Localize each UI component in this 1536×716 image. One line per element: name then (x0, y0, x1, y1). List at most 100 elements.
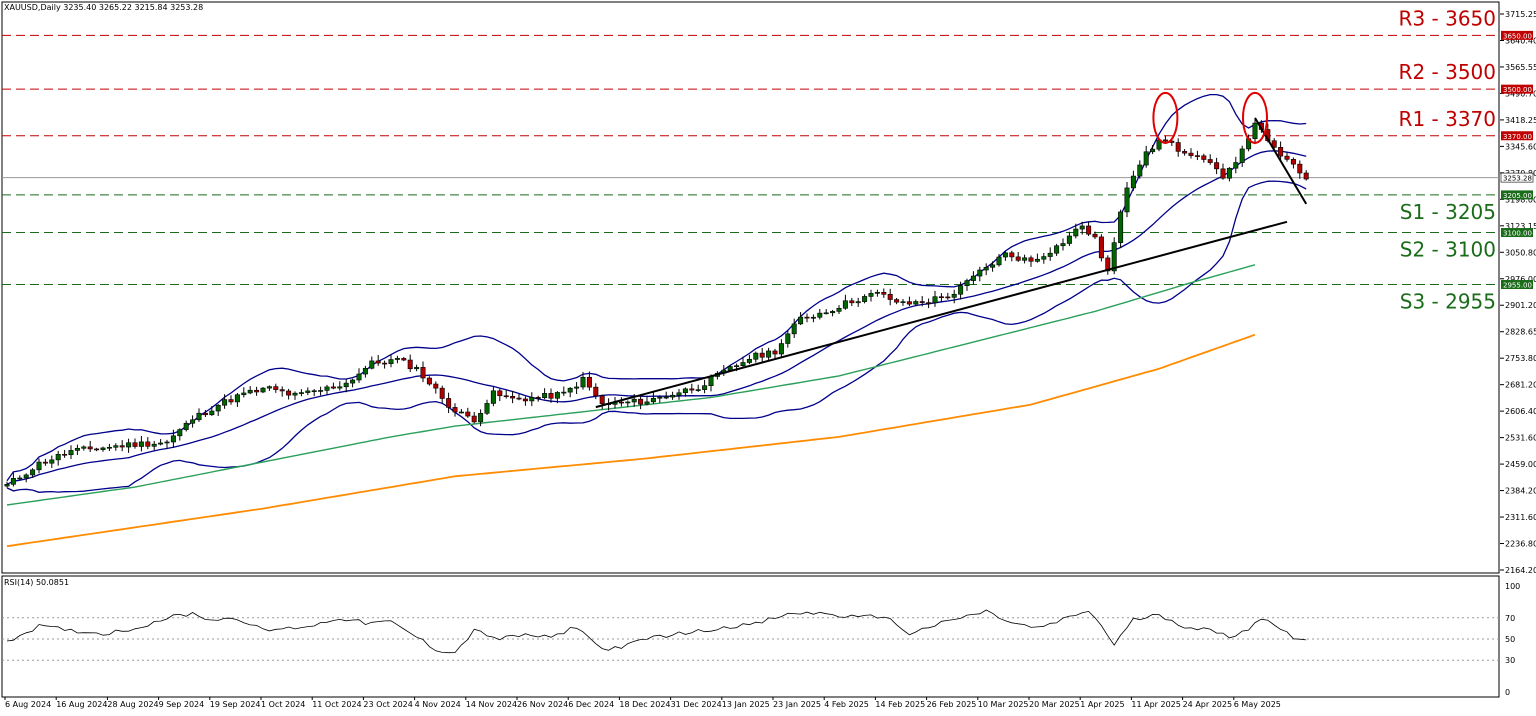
candle-body (727, 366, 733, 371)
candle-body (657, 396, 663, 399)
candle-body (484, 403, 490, 414)
candle-body (1271, 140, 1277, 148)
rsi-tick-label: 0 (1505, 688, 1510, 697)
candle-body (1060, 243, 1066, 247)
candle-body (503, 395, 509, 398)
candle-body (1073, 228, 1079, 237)
x-axis-label: 11 Oct 2024 (312, 700, 361, 709)
candle-body (1233, 162, 1239, 169)
candle-body (407, 359, 413, 370)
level-label: R2 - 3500 (1399, 60, 1496, 84)
candle-body (119, 445, 125, 448)
candle-body (401, 358, 407, 361)
candle-body (1015, 256, 1021, 261)
candle-body (1226, 167, 1232, 179)
candle-body (830, 311, 836, 314)
price-tick-label: 3198.00 (1505, 195, 1536, 204)
price-tick-label: 2901.20 (1505, 301, 1536, 310)
candle-body (375, 360, 381, 364)
candle-body (849, 300, 855, 304)
candle-body (983, 267, 989, 271)
candle-body (1194, 155, 1200, 157)
level-price-tag (1501, 228, 1533, 238)
candle-body (913, 301, 919, 305)
candle-body (778, 343, 784, 355)
price-tick-label: 3345.60 (1505, 142, 1536, 151)
candle-body (286, 390, 292, 396)
x-axis-label: 20 Mar 2025 (1029, 700, 1080, 709)
candles-group (4, 118, 1309, 488)
price-tick-label: 2459.00 (1505, 460, 1536, 469)
price-tick-label: 2828.65 (1505, 328, 1536, 337)
candle-body (932, 296, 938, 304)
candle-body (868, 293, 874, 297)
price-tick-label: 2311.60 (1505, 513, 1536, 522)
x-axis-label: 18 Dec 2024 (619, 700, 670, 709)
candle-body (1303, 172, 1309, 180)
candle-body (817, 312, 823, 318)
candle-body (618, 401, 624, 404)
x-axis-label: 23 Oct 2024 (363, 700, 412, 709)
candle-body (55, 453, 61, 461)
candle-body (836, 307, 842, 312)
uptrend-line (595, 220, 1288, 409)
candle-body (676, 392, 682, 396)
candle-body (1079, 225, 1085, 230)
x-axis-label: 14 Nov 2024 (466, 700, 517, 709)
candle-body (126, 442, 132, 448)
candle-body (420, 367, 426, 379)
rsi-tick-label: 50 (1505, 635, 1515, 644)
candle-body (670, 394, 676, 398)
candle-body (1214, 162, 1220, 170)
candle-body (234, 394, 240, 403)
candle-body (1098, 236, 1104, 259)
candle-body (1175, 142, 1181, 152)
level-price-tag-text: 3500.00 (1503, 86, 1532, 94)
candle-body (810, 316, 816, 319)
candle-body (567, 387, 573, 393)
price-tick-label: 2236.80 (1505, 540, 1536, 549)
candle-body (970, 275, 976, 281)
price-tick-label: 2606.40 (1505, 407, 1536, 416)
candle-body (183, 422, 189, 430)
candle-body (1054, 245, 1060, 254)
x-axis-label: 6 Aug 2024 (5, 700, 51, 709)
candle-body (1182, 151, 1188, 154)
candle-body (1009, 252, 1015, 258)
candle-body (625, 401, 631, 404)
candle-body (823, 312, 829, 315)
x-axis-label: 16 Aug 2024 (56, 700, 107, 709)
candle-body (471, 415, 477, 423)
candle-body (1297, 163, 1303, 174)
candle-body (510, 395, 516, 399)
candle-body (388, 359, 394, 364)
level-price-tag (1501, 30, 1533, 40)
current-price-tag (1500, 172, 1534, 183)
x-axis-label: 26 Nov 2024 (517, 700, 568, 709)
candle-body (855, 301, 861, 304)
price-tick-label: 2384.20 (1505, 487, 1536, 496)
x-axis-label: 6 Dec 2024 (568, 700, 614, 709)
candle-body (554, 392, 560, 399)
price-tick-label: 2681.20 (1505, 381, 1536, 390)
candle-body (689, 388, 695, 391)
x-axis-label: 6 May 2025 (1234, 700, 1281, 709)
candle-body (439, 387, 445, 399)
level-label: R3 - 3650 (1399, 6, 1496, 30)
candle-body (465, 411, 471, 417)
candle-body (842, 300, 848, 309)
candle-body (734, 365, 740, 367)
candle-body (548, 393, 554, 399)
candle-body (759, 352, 765, 358)
rsi-line (6, 609, 1307, 654)
candle-body (497, 390, 503, 397)
candle-body (426, 377, 432, 385)
candle-body (1124, 187, 1130, 213)
candle-body (369, 360, 375, 369)
candle-body (631, 398, 637, 403)
level-price-tag-text: 3370.00 (1503, 133, 1532, 141)
level-price-tag-text: 3100.00 (1503, 230, 1532, 238)
candle-body (580, 376, 586, 388)
level-label: S2 - 3100 (1400, 238, 1496, 262)
